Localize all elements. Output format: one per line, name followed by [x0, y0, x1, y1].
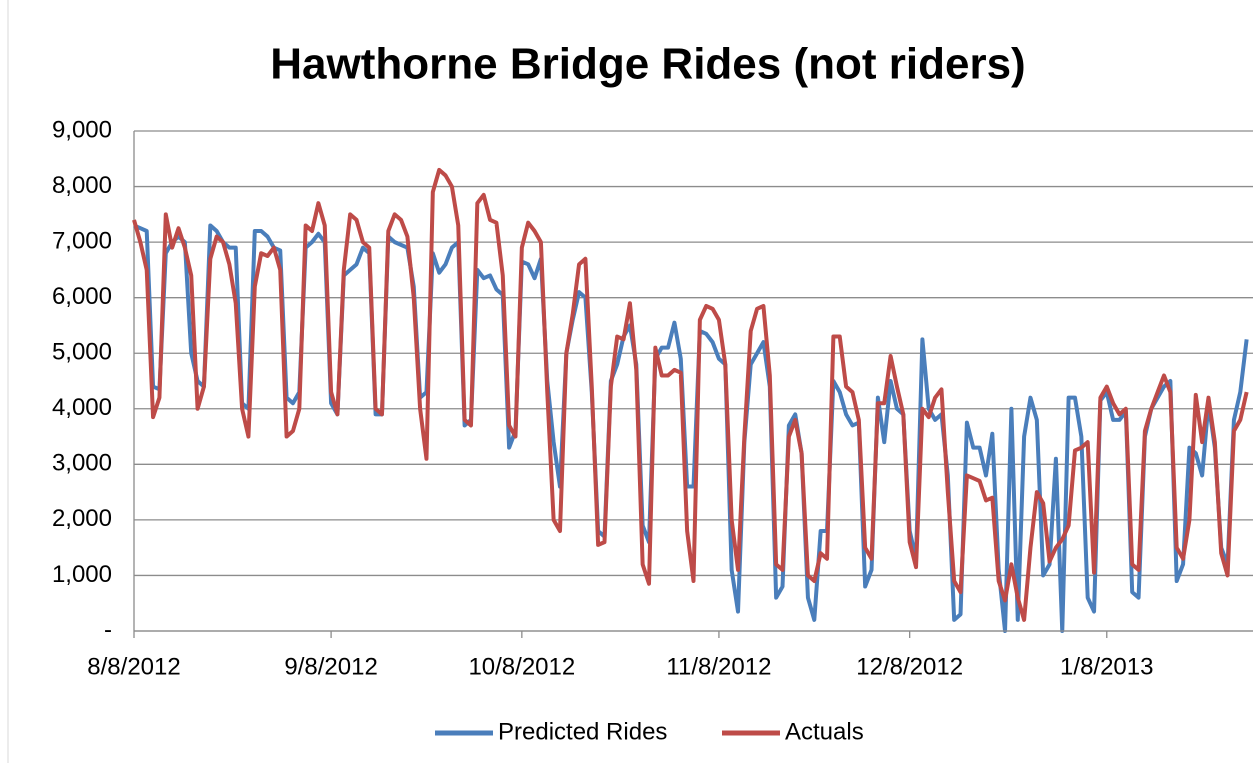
y-tick-label: 8,000: [52, 172, 112, 199]
y-tick-label: 7,000: [52, 227, 112, 254]
x-tick-label: 12/8/2012: [856, 653, 963, 680]
y-tick-label: 6,000: [52, 283, 112, 310]
y-tick-label: 5,000: [52, 339, 112, 366]
y-tick-label: 4,000: [52, 394, 112, 421]
chart-title: Hawthorne Bridge Rides (not riders): [270, 40, 1025, 89]
series-line: [132, 167, 1249, 622]
x-tick-label: 10/8/2012: [468, 653, 575, 680]
x-tick-label: 11/8/2012: [666, 653, 771, 680]
y-tick-label: 9,000: [52, 116, 112, 143]
x-tick-label: 1/8/2013: [1060, 653, 1153, 680]
x-tick-label: 9/8/2012: [284, 653, 377, 680]
series-line: [133, 223, 1249, 633]
y-tick-label: -: [104, 616, 112, 643]
y-tick-label: 1,000: [52, 561, 112, 588]
y-tick-label: 3,000: [52, 450, 112, 477]
x-tick-label: 8/8/2012: [87, 653, 180, 680]
legend-label: Actuals: [785, 718, 864, 745]
legend-label: Predicted Rides: [498, 718, 667, 745]
y-tick-label: 2,000: [52, 505, 112, 532]
